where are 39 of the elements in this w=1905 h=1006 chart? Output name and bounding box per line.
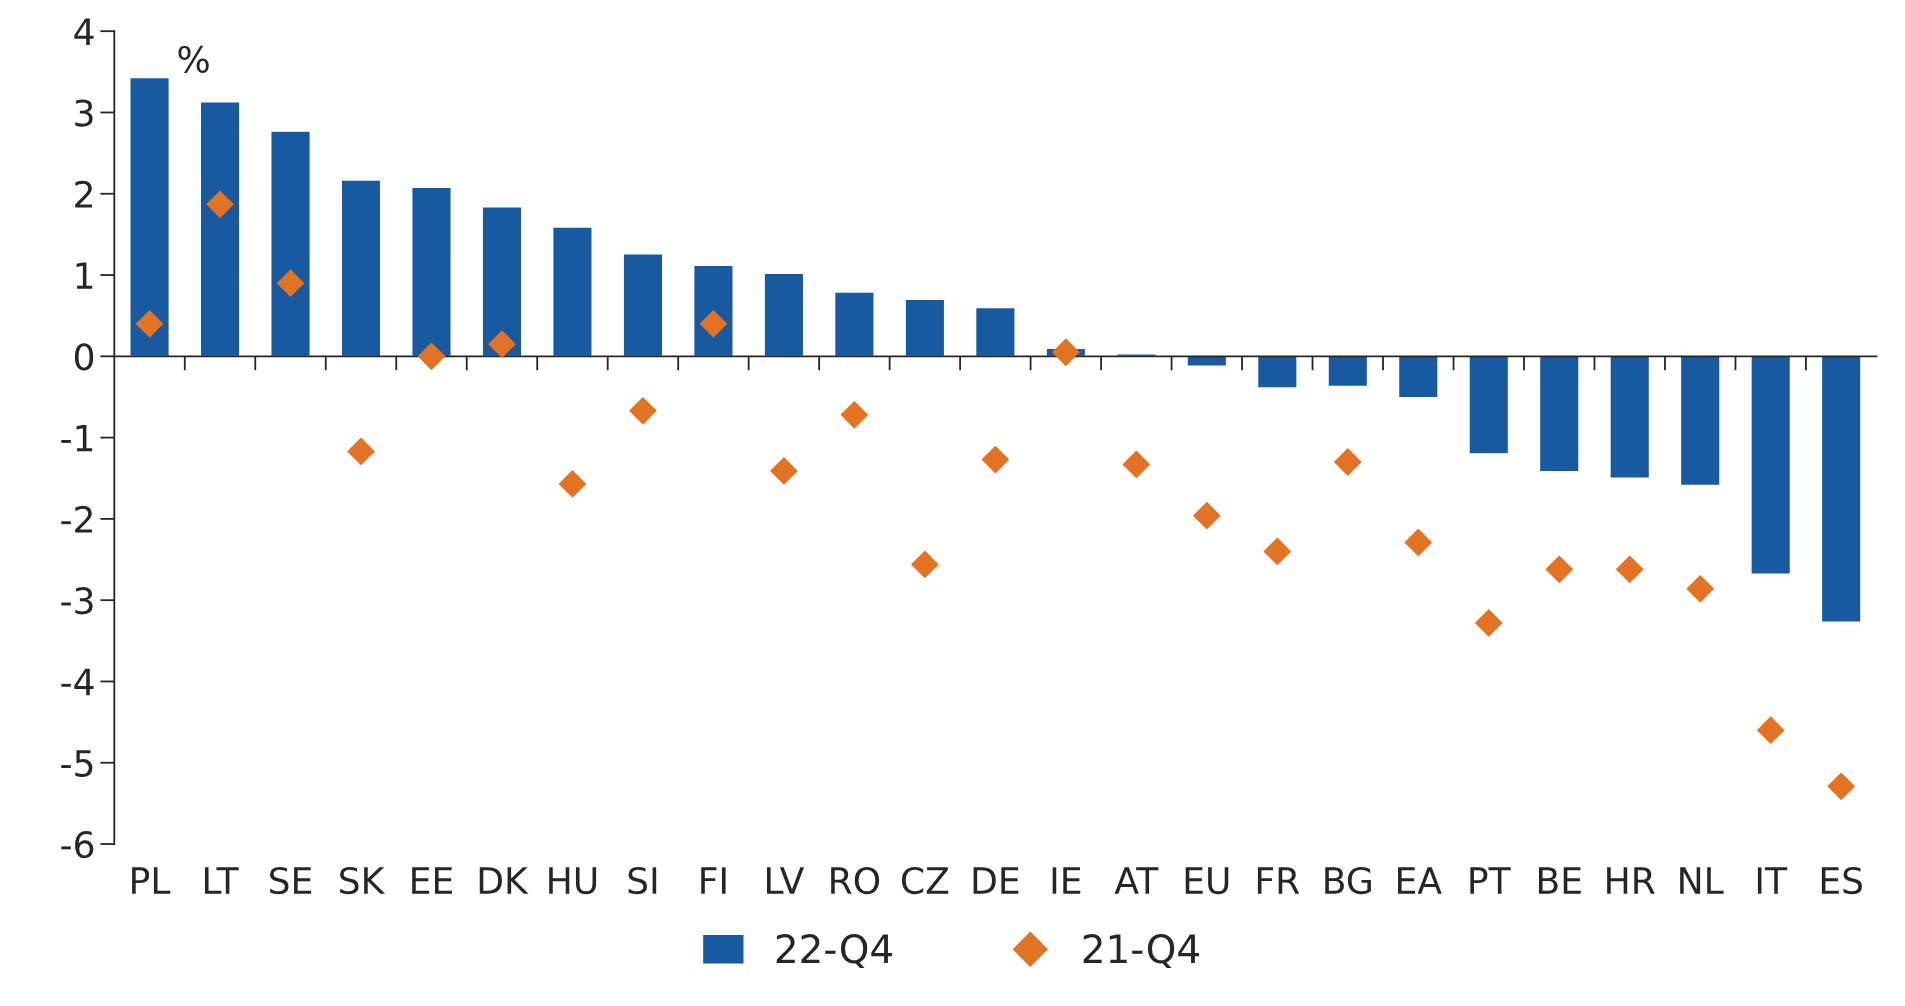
x-tick-label: EA <box>1398 867 1442 894</box>
x-tick-label: SE <box>270 866 312 895</box>
x-tick-label: AT <box>1114 867 1159 894</box>
x-tick-label: HU <box>549 867 597 895</box>
x-tick-label: NL <box>1680 867 1724 894</box>
legend-label: 22-Q4 <box>776 934 892 968</box>
x-tick-label: SK <box>340 866 386 895</box>
y-tick-label: 2 <box>75 180 92 208</box>
y-tick-label: 1 <box>76 262 93 289</box>
x-tick-label: LV <box>767 867 805 894</box>
x-tick-label: DE <box>973 867 1019 894</box>
x-tick-label: FR <box>1257 867 1300 894</box>
x-tick-label: BE <box>1538 867 1581 894</box>
x-tick-label: BG <box>1325 866 1371 895</box>
x-tick-label: PT <box>1470 867 1511 894</box>
x-tick-label: IE <box>1052 867 1081 894</box>
y-tick-label: -4 <box>61 668 94 696</box>
x-tick-label: FI <box>701 867 726 894</box>
x-tick-label: CZ <box>901 866 949 895</box>
x-tick-label: EE <box>412 867 452 894</box>
x-tick-label: SI <box>628 866 657 895</box>
x-tick-label: EU <box>1185 867 1229 895</box>
y-tick-label: -3 <box>61 587 93 615</box>
legend-label: 21-Q4 <box>1083 934 1199 968</box>
x-tick-label: PL <box>132 867 171 894</box>
x-tick-label: DK <box>479 867 529 894</box>
x-tick-label: ES <box>1821 866 1863 895</box>
y-tick-label: -1 <box>61 425 93 452</box>
x-tick-label: RO <box>831 866 880 895</box>
y-tick-label: 0 <box>74 343 94 371</box>
y-axis-title: % <box>178 45 209 73</box>
x-tick-label: IT <box>1757 867 1788 894</box>
y-tick-label: 4 <box>74 18 94 45</box>
y-tick-label: -6 <box>61 830 94 859</box>
x-tick-label: HR <box>1607 867 1655 894</box>
y-tick-label: 3 <box>75 99 93 127</box>
y-tick-label: -2 <box>61 505 92 533</box>
y-tick-label: -5 <box>61 750 93 777</box>
x-tick-label: LT <box>204 867 239 894</box>
